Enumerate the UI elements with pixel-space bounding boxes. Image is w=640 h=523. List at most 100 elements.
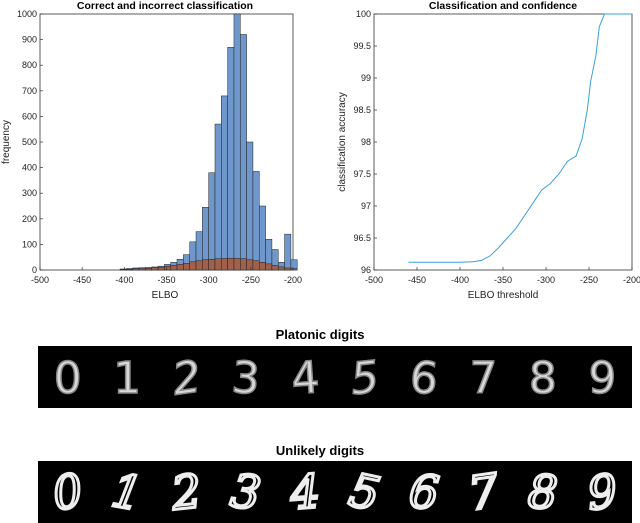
histogram-bar-series-1 <box>214 258 222 271</box>
histogram-bar-series-1 <box>259 262 266 271</box>
histogram-bar-series-1 <box>176 264 184 271</box>
accuracy-y-tick-label: 100 <box>356 9 371 19</box>
histogram-bar-series-1 <box>126 268 134 271</box>
platonic-digits-title: Platonic digits <box>276 327 365 342</box>
histogram-x-tick-label: -350 <box>157 275 175 285</box>
histogram-bar-series-1 <box>246 259 254 271</box>
unlikely-digits-strip <box>38 461 632 523</box>
accuracy-x-label: ELBO threshold <box>468 290 539 301</box>
accuracy-x-tick-label: -250 <box>580 275 598 285</box>
histogram-x-label: ELBO <box>152 290 179 301</box>
histogram-x-tick-label: -300 <box>200 275 218 285</box>
histogram-bar-series-1 <box>252 260 260 271</box>
histogram-bar-series-1 <box>233 258 241 271</box>
histogram-y-tick-label: 200 <box>22 214 37 224</box>
histogram-bar-series-1 <box>271 265 279 271</box>
histogram-x-tick-label: -200 <box>284 275 302 285</box>
histogram-y-tick-label: 400 <box>22 163 37 173</box>
histogram-bar-series-1 <box>183 263 190 271</box>
histogram-bar-series-1 <box>202 259 209 271</box>
unlikely-digits-digit: 9 <box>585 464 620 521</box>
platonic-digits-digit: 1 <box>113 353 141 404</box>
accuracy-y-tick-label: 99 <box>361 73 371 83</box>
histogram-x-ticks: -500 -450 -400 -350 -300 -250 -200 <box>31 267 302 285</box>
histogram-bar-series-1 <box>290 268 298 271</box>
platonic-digits-digit: 4 <box>290 352 321 405</box>
histogram-y-label: frequency <box>1 120 12 164</box>
accuracy-y-tick-label: 96 <box>361 265 371 275</box>
histogram-x-tick-label: -250 <box>242 275 260 285</box>
histogram-bar-series-1 <box>277 266 285 271</box>
accuracy-y-tick-label: 98 <box>361 137 371 147</box>
histogram-bar-series-1 <box>170 265 178 271</box>
histogram-bar-series-1 <box>164 265 171 271</box>
unlikely-digits-title: Unlikely digits <box>276 443 364 458</box>
histogram-bar-series-1 <box>157 266 165 271</box>
histogram-bar-series-1 <box>189 261 197 271</box>
histogram-y-tick-label: 0 <box>32 265 37 275</box>
histogram-bar-series-1 <box>227 257 235 271</box>
histogram-bar-series-0 <box>246 141 254 271</box>
accuracy-chart: Classification and confidence -500 -450 -4… <box>337 0 640 301</box>
unlikely-digits-digit: 2 <box>168 464 204 521</box>
histogram-y-tick-label: 600 <box>22 111 37 121</box>
histogram-y-ticks: 0 100 200 300 400 500 600 700 800 900 1000 <box>17 9 43 275</box>
platonic-digits-digit: 0 <box>54 353 82 404</box>
accuracy-x-tick-label: -350 <box>494 275 512 285</box>
histogram-bar-series-1 <box>195 260 203 271</box>
histogram-bar-series-0 <box>221 95 228 271</box>
histogram-bar-series-1 <box>284 267 292 271</box>
histogram-bar-series-1 <box>265 263 273 271</box>
platonic-digits-strip <box>38 346 632 408</box>
histogram-bar-series-1 <box>221 258 228 271</box>
histogram-bar-series-0 <box>240 34 247 271</box>
histogram-y-tick-label: 900 <box>22 35 37 45</box>
accuracy-y-tick-label: 99.5 <box>353 41 371 51</box>
accuracy-series-line-0 <box>408 13 632 263</box>
histogram-bars <box>119 13 298 271</box>
platonic-digits-digit: 6 <box>407 352 440 406</box>
accuracy-y-tick-label: 98.5 <box>353 105 371 115</box>
accuracy-x-tick-label: -500 <box>365 275 383 285</box>
histogram-y-tick-label: 100 <box>22 239 37 249</box>
histogram-bar-series-0 <box>252 171 260 271</box>
unlikely-digits-digit: 4 <box>288 464 322 520</box>
histogram-bar-series-0 <box>227 47 235 271</box>
platonic-digits-digit: 5 <box>348 352 381 406</box>
histogram-bar-series-1 <box>208 258 216 271</box>
accuracy-y-tick-label: 97 <box>361 201 371 211</box>
histogram-bar-series-1 <box>138 268 146 271</box>
histogram-bar-series-1 <box>151 267 159 271</box>
histogram-y-tick-label: 800 <box>22 60 37 70</box>
accuracy-x-tick-label: -400 <box>451 275 469 285</box>
histogram-bar-series-1 <box>240 258 247 271</box>
histogram-y-tick-label: 500 <box>22 137 37 147</box>
accuracy-y-tick-label: 97.5 <box>353 169 371 179</box>
accuracy-x-ticks: -500 -450 -400 -350 -300 -250 -200 <box>365 267 640 285</box>
accuracy-x-tick-label: -300 <box>537 275 555 285</box>
platonic-digits-digit: 9 <box>587 353 617 405</box>
histogram-x-tick-label: -400 <box>115 275 133 285</box>
histogram-bar-series-0 <box>208 172 216 271</box>
accuracy-title: Classification and confidence <box>429 0 577 12</box>
histogram-y-tick-label: 300 <box>22 188 37 198</box>
histogram-bar-series-1 <box>119 269 127 271</box>
histogram-bar-series-1 <box>145 267 152 271</box>
accuracy-line <box>408 13 632 263</box>
histogram-bar-series-0 <box>214 123 222 271</box>
accuracy-y-ticks: 96 96.5 97 97.5 98 98.5 99 99.5 100 <box>353 9 377 275</box>
histogram-y-tick-label: 1000 <box>17 9 37 19</box>
histogram-x-tick-label: -450 <box>73 275 91 285</box>
accuracy-y-label: classification accuracy <box>337 92 348 191</box>
accuracy-x-tick-label: -450 <box>408 275 426 285</box>
accuracy-x-tick-label: -200 <box>623 275 640 285</box>
accuracy-plot-area <box>373 13 633 271</box>
histogram-y-tick-label: 700 <box>22 86 37 96</box>
histogram-bar-series-0 <box>284 233 292 271</box>
histogram-title: Correct and incorrect classification <box>77 0 253 12</box>
histogram-bar-series-0 <box>290 259 298 271</box>
histogram-bar-series-0 <box>259 205 266 271</box>
